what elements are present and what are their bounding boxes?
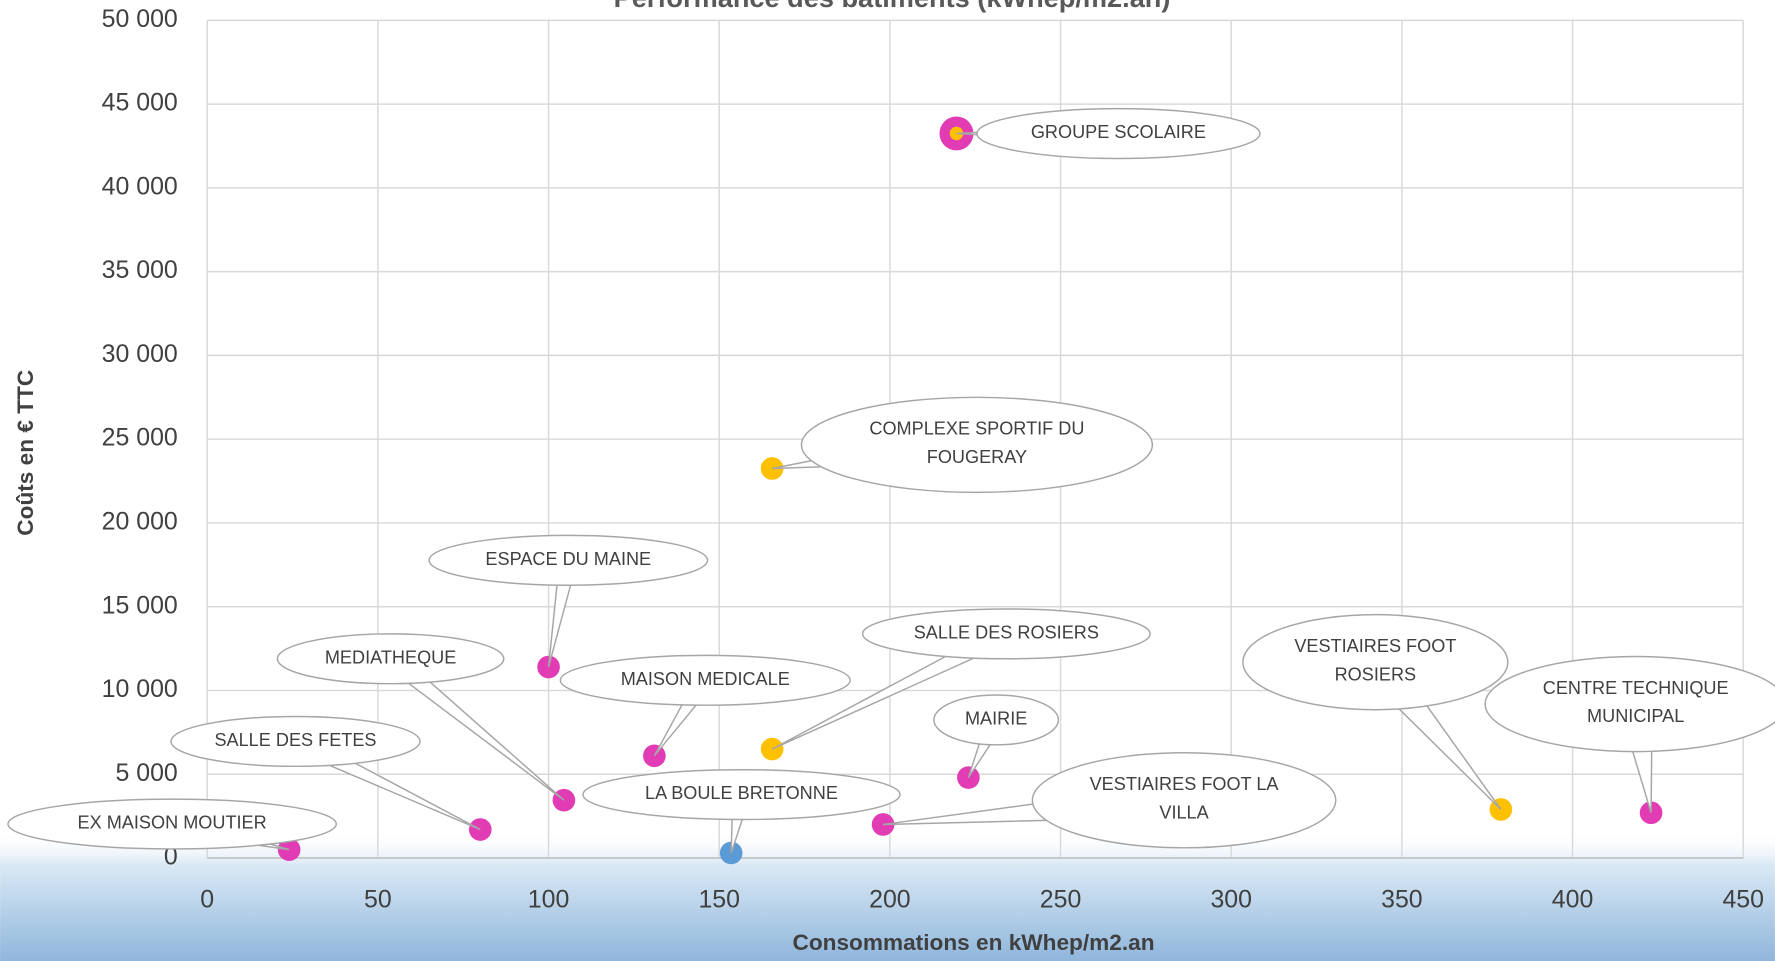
callout: GROUPE SCOLAIRE <box>1008 109 1229 159</box>
x-tick-label: 100 <box>528 886 570 914</box>
x-tick-label: 50 <box>364 886 392 914</box>
point-label: COMPLEXE SPORTIF DU FOUGERAY <box>840 397 1114 492</box>
callout: VESTIAIRES FOOT LA VILLA <box>1066 753 1303 848</box>
point-label: SALLE DES ROSIERS <box>894 609 1118 659</box>
point-label: EX MAISON MOUTIER <box>44 799 300 849</box>
callout: MEDIATHEQUE <box>302 634 479 684</box>
point-label: VESTIAIRES FOOT LA VILLA <box>1066 753 1303 848</box>
callout: SALLE DES FETES <box>198 717 392 767</box>
point-label: VESTIAIRES FOOT ROSIERS <box>1272 615 1479 710</box>
y-tick-label: 50 000 <box>102 5 178 33</box>
y-tick-label: 40 000 <box>102 172 178 200</box>
chart: Performance des bâtiments (kWhep/m2.an) … <box>0 0 1775 961</box>
x-tick-label: 200 <box>869 886 911 914</box>
callout: SALLE DES ROSIERS <box>894 609 1118 659</box>
point-label: MEDIATHEQUE <box>302 634 479 684</box>
x-axis-title: Consommations en kWhep/m2.an <box>792 930 1154 955</box>
y-tick-label: 5 000 <box>115 759 177 787</box>
callout: LA BOULE BRETONNE <box>618 770 865 820</box>
x-tick-label: 300 <box>1210 886 1252 914</box>
callout: CENTRE TECHNIQUE MUNICIPAL <box>1518 657 1753 752</box>
x-tick-label: 350 <box>1381 886 1423 914</box>
point-label: MAIRIE <box>948 695 1045 745</box>
point-label: MAISON MEDICALE <box>592 655 818 705</box>
callout: ESPACE DU MAINE <box>460 535 677 585</box>
chart-title: Performance des bâtiments (kWhep/m2.an) <box>614 0 1171 13</box>
y-tick-label: 45 000 <box>102 89 178 117</box>
x-tick-label: 400 <box>1552 886 1594 914</box>
callout: MAISON MEDICALE <box>592 655 818 705</box>
y-tick-label: 35 000 <box>102 256 178 284</box>
x-tick-label: 250 <box>1040 886 1082 914</box>
x-tick-label: 150 <box>698 886 740 914</box>
y-tick-label: 25 000 <box>102 424 178 452</box>
point-label: LA BOULE BRETONNE <box>618 770 865 820</box>
point-label: GROUPE SCOLAIRE <box>1008 109 1229 159</box>
callout: COMPLEXE SPORTIF DU FOUGERAY <box>840 397 1114 492</box>
point-label: SALLE DES FETES <box>198 717 392 767</box>
y-axis-title: Coûts en € TTC <box>13 370 38 536</box>
y-tick-label: 30 000 <box>102 340 178 368</box>
y-tick-label: 10 000 <box>102 675 178 703</box>
x-tick-label: 450 <box>1722 886 1764 914</box>
callout: VESTIAIRES FOOT ROSIERS <box>1272 615 1479 710</box>
y-tick-label: 15 000 <box>102 591 178 619</box>
y-tick-label: 20 000 <box>102 508 178 536</box>
callout: MAIRIE <box>948 695 1045 745</box>
x-tick-label: 0 <box>200 886 214 914</box>
point-label: ESPACE DU MAINE <box>460 535 677 585</box>
callout: EX MAISON MOUTIER <box>44 799 300 849</box>
point-label: CENTRE TECHNIQUE MUNICIPAL <box>1518 657 1753 752</box>
